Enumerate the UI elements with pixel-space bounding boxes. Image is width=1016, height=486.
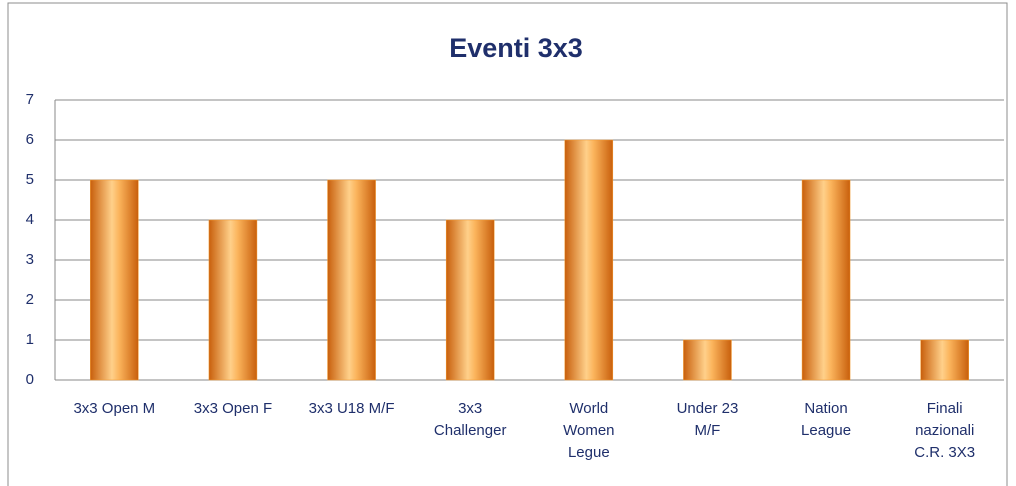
y-tick-label: 7 <box>26 91 34 108</box>
y-tick-label: 1 <box>26 331 34 348</box>
x-tick-label: 3x3 U18 M/F <box>308 400 395 417</box>
chart-title: Eventi 3x3 <box>449 33 583 63</box>
chart-border <box>7 2 1008 486</box>
bar <box>445 219 495 381</box>
bar <box>683 339 732 381</box>
x-tick-label: 3x3 Open M <box>73 400 156 417</box>
y-tick-label: 3 <box>26 251 34 268</box>
y-tick-label: 4 <box>26 211 34 228</box>
x-tick-label: Nation League <box>801 400 852 439</box>
x-tick-label: Finali nazionali C.R. 3X3 <box>914 400 976 461</box>
y-tick-label: 5 <box>26 171 34 188</box>
bar <box>801 179 851 381</box>
bar <box>920 339 969 381</box>
x-tick-label: World Women Legue <box>563 400 615 461</box>
bar <box>208 219 258 381</box>
bar <box>564 139 614 381</box>
x-tick-label: 3x3 Challenger <box>433 400 507 439</box>
y-tick-label: 6 <box>26 131 34 148</box>
bar <box>327 179 376 381</box>
bar <box>90 179 139 381</box>
x-tick-label: Under 23 M/F <box>676 400 739 439</box>
y-tick-label: 2 <box>26 291 34 308</box>
x-tick-label: 3x3 Open F <box>193 400 273 417</box>
y-tick-label: 0 <box>26 371 34 388</box>
